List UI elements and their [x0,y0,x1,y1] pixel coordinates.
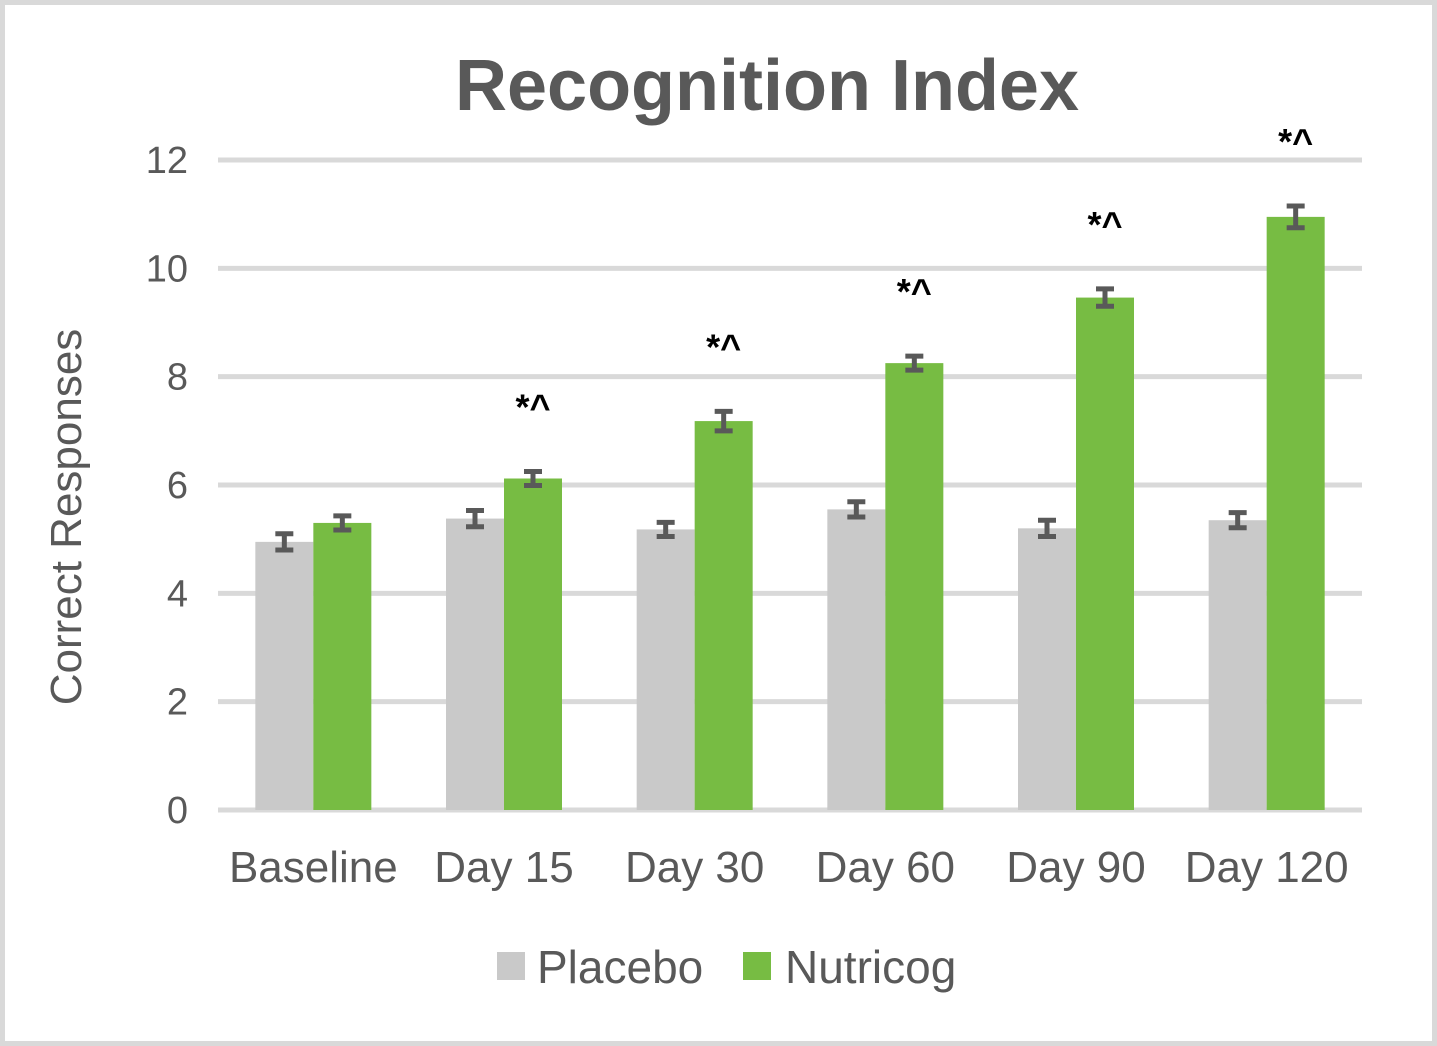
legend-swatch-placebo [497,952,525,980]
y-tick-label: 10 [146,248,188,290]
x-tick-label: Baseline [229,843,398,892]
significance-annotation-1: *^ [515,386,550,427]
error-bar-nutricog-1 [524,468,542,489]
y-tick-label: 12 [146,140,188,182]
bars [255,216,1325,810]
error-bar-nutricog-4 [1096,286,1114,309]
error-bar-placebo-0 [275,531,294,553]
error-bar-nutricog-0 [333,513,352,533]
x-tick-label: Day 30 [625,843,764,892]
x-tick-label: Day 15 [434,843,573,892]
bar-nutricog-5 [1266,216,1325,810]
legend: Placebo Nutricog [497,941,956,993]
significance-annotation-2: *^ [706,326,741,367]
error-bar-placebo-3 [847,499,866,520]
y-tick-label: 8 [167,357,188,399]
y-axis-ticks: 0 2 4 6 8 10 12 [146,140,188,832]
chart-title: Recognition Index [455,46,1079,126]
legend-item-nutricog: Nutricog [743,941,956,993]
bar-placebo-1 [446,518,504,810]
legend-swatch-nutricog [743,952,771,980]
bar-placebo-4 [1018,528,1076,810]
error-bar-placebo-4 [1038,517,1056,539]
error-bars [275,203,1305,553]
y-tick-label: 4 [167,573,188,615]
bar-nutricog-3 [885,363,944,810]
bar-nutricog-0 [313,522,372,810]
significance-annotation-5: *^ [1278,121,1313,162]
error-bar-nutricog-2 [714,408,733,434]
x-axis-labels: Baseline Day 15 Day 30 Day 60 Day 90 Day 120 [229,843,1349,892]
bar-nutricog-2 [694,421,753,810]
x-tick-label: Day 120 [1185,843,1349,892]
error-bar-placebo-2 [656,519,675,539]
bar-nutricog-4 [1076,297,1134,810]
significance-annotations: *^ *^ *^ *^ *^ [515,121,1313,427]
error-bar-placebo-5 [1228,510,1247,531]
significance-annotation-4: *^ [1087,204,1122,245]
legend-label-nutricog: Nutricog [785,941,956,993]
error-bar-nutricog-5 [1286,203,1305,231]
bar-placebo-5 [1208,520,1267,810]
bar-placebo-3 [827,509,886,810]
x-tick-label: Day 60 [816,843,955,892]
x-tick-label: Day 90 [1006,843,1145,892]
bar-nutricog-1 [504,478,562,810]
y-tick-label: 2 [167,682,188,724]
error-bar-placebo-1 [466,507,484,530]
y-tick-label: 0 [167,790,188,832]
significance-annotation-3: *^ [897,271,932,312]
gridlines [218,157,1362,813]
y-axis-title: Correct Responses [42,329,91,706]
legend-label-placebo: Placebo [537,941,703,993]
legend-item-placebo: Placebo [497,941,703,993]
y-tick-label: 6 [167,465,188,507]
error-bar-nutricog-3 [905,353,924,373]
bar-placebo-0 [255,541,314,810]
bar-placebo-2 [636,529,695,810]
